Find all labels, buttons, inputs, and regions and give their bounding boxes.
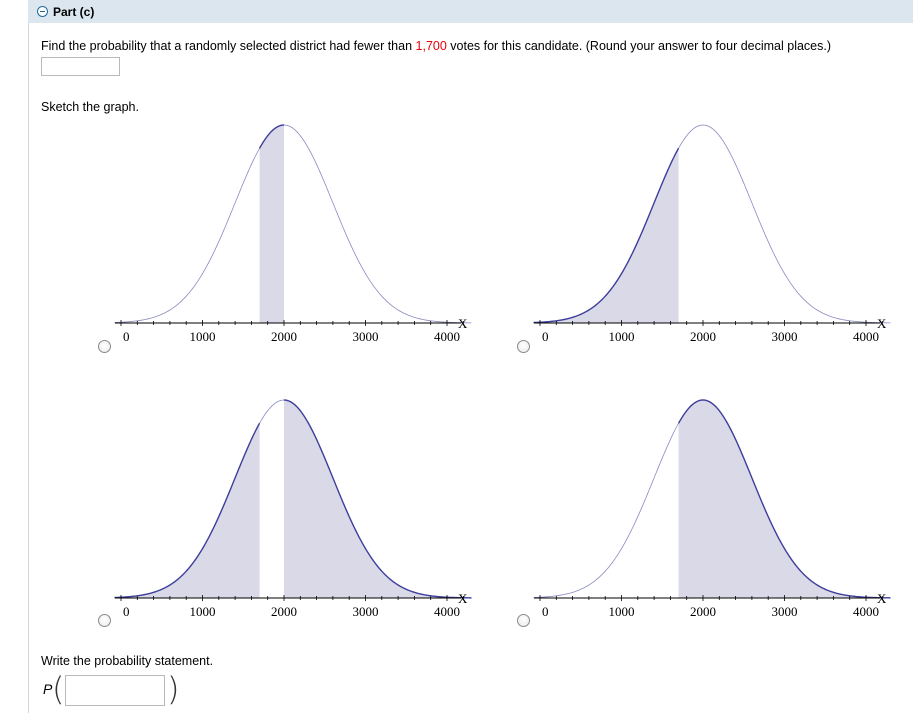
question-text-end: votes for this candidate. (Round your an… — [446, 39, 832, 53]
option-b-curve — [533, 124, 891, 324]
option-b-tick-2000: 2000 — [690, 329, 716, 344]
option-b-radio[interactable] — [517, 340, 530, 353]
option-a-svg: 0 1000 2000 3000 4000 X — [114, 124, 472, 344]
option-a-tick-2000: 2000 — [271, 329, 297, 344]
option-d-tick-3000: 3000 — [772, 604, 798, 619]
option-c-tick-3000: 3000 — [353, 604, 379, 619]
option-c-axis-label: X — [458, 591, 468, 606]
option-a-graph: 0 1000 2000 3000 4000 X — [114, 118, 475, 348]
option-d-shaded-region — [678, 400, 891, 598]
part-title: Part (c) — [53, 4, 95, 19]
option-d-axis-label: X — [877, 591, 887, 606]
option-a-radio[interactable] — [98, 340, 111, 353]
option-b-tick-0: 0 — [542, 329, 549, 344]
question-text: Find the probability that a randomly sel… — [41, 39, 831, 53]
statement-label: Write the probability statement. — [41, 654, 214, 668]
option-d-tick-1000: 1000 — [609, 604, 635, 619]
option-a-ticks — [120, 320, 464, 326]
option-a-curve-highlight — [258, 124, 285, 149]
question-text-start: Find the probability that a randomly sel… — [41, 39, 416, 53]
option-b-tick-3000: 3000 — [772, 329, 798, 344]
option-d-tick-0: 0 — [542, 604, 549, 619]
option-b-curve-highlight — [533, 147, 680, 324]
option-d-tick-2000: 2000 — [690, 604, 716, 619]
option-c-ticks — [120, 595, 464, 601]
option-c-curve-highlight-left — [114, 422, 261, 599]
option-a-tick-0: 0 — [123, 329, 130, 344]
option-a-axis-label: X — [458, 316, 468, 331]
option-c-shaded-region-right — [284, 400, 472, 598]
option-b-tick-1000: 1000 — [609, 329, 635, 344]
option-d-svg: 0 1000 2000 3000 4000 X — [533, 399, 891, 619]
left-rule — [28, 23, 29, 713]
question-highlight: 1,700 — [415, 39, 447, 53]
option-b-graph: 0 1000 2000 3000 4000 X — [533, 118, 894, 348]
option-c-tick-0: 0 — [123, 604, 130, 619]
option-c-curve-highlight-right — [283, 399, 472, 599]
option-a-tick-1000: 1000 — [190, 329, 216, 344]
option-c-tick-1000: 1000 — [190, 604, 216, 619]
option-c-radio[interactable] — [98, 614, 111, 627]
option-d-graph: 0 1000 2000 3000 4000 X — [533, 393, 894, 623]
option-b-axis-label: X — [877, 316, 887, 331]
option-b-tick-4000: 4000 — [853, 329, 879, 344]
option-c-tick-4000: 4000 — [434, 604, 460, 619]
sketch-label: Sketch the graph. — [41, 100, 139, 114]
answer-input[interactable] — [41, 57, 120, 76]
option-d-ticks — [539, 595, 883, 601]
option-c-shaded-region-left — [114, 423, 260, 598]
option-b-svg: 0 1000 2000 3000 4000 X — [533, 124, 891, 344]
p-symbol: P — [43, 681, 53, 697]
option-a-shaded-region — [259, 125, 284, 323]
option-c-graph: 0 1000 2000 3000 4000 X — [114, 393, 475, 623]
option-d-radio[interactable] — [517, 614, 530, 627]
option-c-svg: 0 1000 2000 3000 4000 X — [114, 399, 472, 619]
option-a-tick-3000: 3000 — [353, 329, 379, 344]
minus-circle-icon[interactable] — [37, 6, 48, 17]
option-a-curve — [114, 124, 472, 324]
option-b-shaded-region — [533, 148, 679, 323]
open-paren: ( — [52, 670, 65, 708]
probability-statement-input[interactable] — [65, 675, 165, 706]
option-b-ticks — [539, 320, 883, 326]
close-paren: ) — [167, 670, 180, 708]
option-c-tick-2000: 2000 — [271, 604, 297, 619]
part-header[interactable]: Part (c) — [28, 0, 913, 23]
option-d-curve-highlight — [677, 399, 891, 599]
option-a-tick-4000: 4000 — [434, 329, 460, 344]
option-d-tick-4000: 4000 — [853, 604, 879, 619]
